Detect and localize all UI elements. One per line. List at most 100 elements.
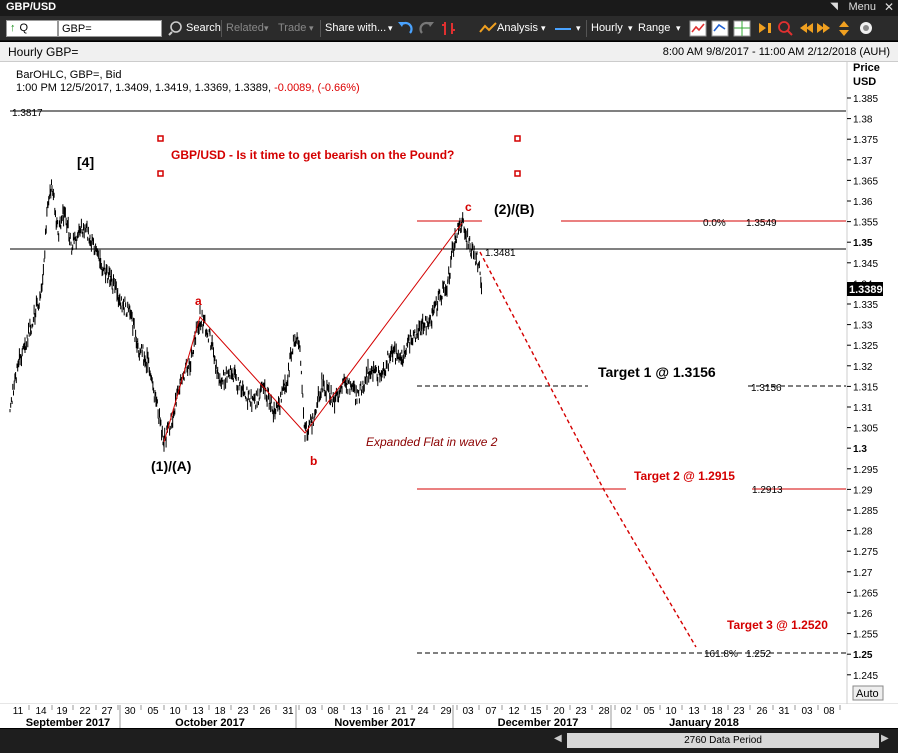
bar-info: 1:00 PM 12/5/2017, 1.3409, 1.3419, 1.336… [16,82,360,94]
wave-4-label: [4] [77,154,94,170]
redo-icon[interactable] [418,20,436,37]
price-tick-label: 1.305 [853,424,878,435]
wave-2-lines [163,222,463,443]
search-icon [168,21,182,36]
draw-line-dropdown-icon[interactable]: ▾ [576,23,581,33]
marker-handle[interactable] [514,170,521,177]
pan-right-icon[interactable] [815,20,833,37]
toolbar-divider [221,20,222,37]
price-tick-label: 1.37 [853,156,873,167]
target1-value: 1.3156 [751,383,782,394]
trade-dropdown-icon[interactable]: ▾ [309,23,314,33]
status-bar: ◀ 2760 Data Period ▶ [0,729,898,753]
share-dropdown-icon[interactable]: ▾ [388,23,393,33]
price-tick-label: 1.27 [853,568,873,579]
price-tick-label: 1.33 [853,321,873,332]
price-tick-label: 1.345 [853,259,878,270]
interval-button[interactable]: Hourly [591,22,623,34]
data-period-scrollbar[interactable]: 2760 Data Period [567,733,879,748]
interval-dropdown-icon[interactable]: ▾ [628,23,633,33]
fib-161-label: 161.8% [704,649,738,660]
undo-icon[interactable] [396,20,414,37]
level-label-1-3817: 1.3817 [12,108,43,119]
time-tick-label: 10 [665,706,677,717]
bar-info-change: -0.0089, (-0.66%) [274,82,360,94]
auto-scale-label[interactable]: Auto [856,688,879,700]
time-tick-label: 23 [733,706,745,717]
price-tick-label: 1.38 [853,115,873,126]
zoom-in-icon[interactable] [776,20,794,37]
toolbar: ↑Q Search Related ▾ Trade ▾ Share with..… [0,16,898,41]
marker-handle[interactable] [157,170,164,177]
month-label: December 2017 [498,717,579,728]
chart-area[interactable]: 1.385 1.38 1.375 1.37 1.365 1.36 1.355 1.35 1.34… [0,62,898,728]
wave-b-label: b [310,454,317,468]
time-tick-label: 15 [530,706,542,717]
time-tick-label: 23 [575,706,587,717]
ric-selector[interactable]: ↑ Q [6,20,58,37]
analysis-button[interactable]: Analysis [497,22,538,34]
price-tick-label: 1.295 [853,465,878,476]
price-tick-label: 1.25 [853,650,873,661]
range-dropdown-icon[interactable]: ▾ [676,23,681,33]
chart-view-icon[interactable] [689,20,707,37]
scroll-end-icon[interactable] [757,20,775,37]
related-button[interactable]: Related [226,22,264,34]
fib-161-value: 1.252 [746,649,771,660]
time-tick-label: 08 [327,706,339,717]
time-tick-label: 23 [237,706,249,717]
toolbar-divider [586,20,587,37]
grid-icon[interactable] [733,20,751,37]
month-label: September 2017 [26,717,110,728]
time-tick-label: 03 [305,706,317,717]
time-tick-label: 26 [756,706,768,717]
scroll-right-icon[interactable]: ▶ [881,733,889,744]
price-tick-label: 1.32 [853,362,873,373]
wave-c-label: c [465,200,472,214]
bar-chart-type-icon[interactable] [440,20,458,37]
range-button[interactable]: Range [638,22,671,34]
month-label: November 2017 [334,717,415,728]
draw-line-icon[interactable] [553,20,571,37]
price-tick-label: 1.365 [853,176,878,187]
close-icon[interactable]: ✕ [883,0,894,14]
price-tick-label: 1.31 [853,403,873,414]
scroll-left-icon[interactable]: ◀ [554,733,562,744]
refresh-icon[interactable] [857,20,875,37]
analysis-dropdown-icon[interactable]: ▾ [541,23,546,33]
price-tick-label: 1.355 [853,218,878,229]
toolbar-divider [320,20,321,37]
analysis-icon [479,22,497,33]
symbol-input[interactable] [58,20,162,37]
zoom-vertical-icon[interactable] [835,20,853,37]
price-tick-label: 1.375 [853,135,878,146]
price-tick-label: 1.325 [853,341,878,352]
time-tick-label: 28 [598,706,610,717]
time-tick-label: 11 [13,706,24,717]
month-label: January 2018 [669,717,739,728]
time-tick-label: 02 [620,706,632,717]
price-tick-label: 1.275 [853,547,878,558]
time-tick-label: 10 [169,706,181,717]
auto-scale-button[interactable] [852,685,884,701]
time-tick-label: 13 [688,706,700,717]
marker-handle[interactable] [157,135,164,142]
menu-button[interactable]: Menu [848,1,876,13]
bar-info-values: 1:00 PM 12/5/2017, 1.3409, 1.3419, 1.336… [16,82,272,94]
month-label: October 2017 [175,717,245,728]
fib-0-label: 0.0% [703,218,726,229]
price-tick-label: 1.385 [853,94,878,105]
price-tick-label: 1.255 [853,630,878,641]
price-chart[interactable]: 1.385 1.38 1.375 1.37 1.365 1.36 1.355 1.35 1.34… [0,62,898,728]
pan-left-icon[interactable] [797,20,815,37]
share-button[interactable]: Share with... [325,22,387,34]
trade-button[interactable]: Trade [278,22,307,34]
related-dropdown-icon[interactable]: ▾ [264,23,269,33]
search-button[interactable]: Search [186,22,221,34]
compare-chart-icon[interactable] [711,20,729,37]
time-tick-label: 07 [485,706,497,717]
time-tick-label: 31 [778,706,790,717]
marker-handle[interactable] [514,135,521,142]
date-range: 8:00 AM 9/8/2017 - 11:00 AM 2/12/2018 (A… [662,46,890,58]
menu-arrow-icon[interactable]: ◥ [830,1,838,12]
